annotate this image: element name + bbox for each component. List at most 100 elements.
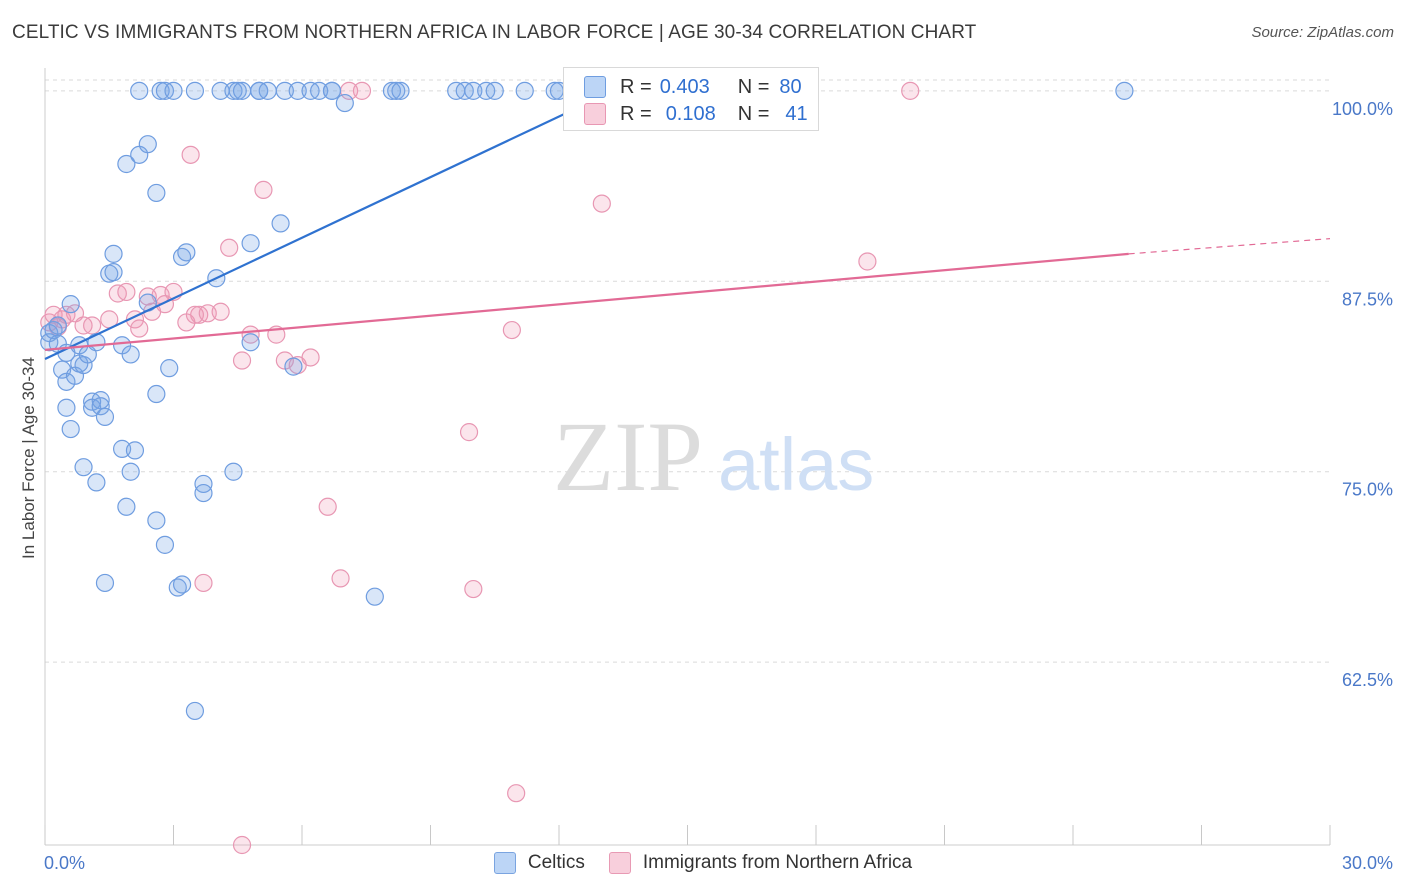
trend-line-immigrants	[44, 252, 1129, 351]
axes	[44, 68, 1331, 846]
point-immigrants	[232, 835, 252, 855]
point-immigrants	[83, 316, 102, 335]
point-immigrants	[502, 320, 521, 340]
point-immigrants	[331, 569, 350, 588]
point-immigrants	[211, 302, 230, 321]
y-tick-label: 62.5%	[1342, 670, 1393, 690]
point-celtics	[322, 81, 342, 100]
point-celtics	[387, 81, 406, 100]
point-celtics	[177, 243, 196, 262]
series-celtics-points	[40, 81, 1134, 721]
y-tick-label: 87.5%	[1342, 289, 1393, 309]
x-tick-label: 30.0%	[1342, 853, 1393, 873]
y-tick-label: 75.0%	[1342, 480, 1393, 500]
point-celtics	[91, 391, 110, 410]
point-immigrants	[592, 194, 611, 213]
trend-lines	[44, 73, 1331, 360]
point-celtics	[151, 81, 170, 100]
point-celtics	[194, 483, 213, 503]
legend-label-celtics: Celtics	[527, 852, 585, 873]
point-celtics	[284, 357, 303, 376]
point-celtics	[241, 333, 260, 352]
legend-label-immigrants: Immigrants from Northern Africa	[642, 852, 913, 873]
point-celtics	[87, 473, 106, 492]
point-celtics	[241, 234, 260, 253]
legend-item-immigrants[interactable]: Immigrants from Northern Africa	[608, 852, 913, 874]
point-immigrants	[194, 573, 213, 593]
point-celtics	[365, 587, 384, 606]
point-celtics	[228, 81, 247, 100]
point-immigrants	[459, 423, 479, 442]
point-celtics	[95, 407, 115, 426]
point-celtics	[104, 244, 123, 263]
point-celtics	[288, 81, 307, 100]
point-celtics	[117, 497, 136, 516]
legend-swatch-immigrants	[608, 852, 631, 874]
point-celtics	[91, 397, 110, 416]
point-celtics	[194, 474, 213, 494]
point-celtics	[121, 462, 140, 481]
stats-row-immigrants: R = 0.108 N = 41	[584, 100, 808, 128]
y-tick-label: 100.0%	[1332, 99, 1393, 119]
point-celtics	[1115, 81, 1134, 100]
watermark-zip: ZIP	[553, 401, 703, 512]
point-celtics	[160, 359, 179, 378]
chart-title: CELTIC VS IMMIGRANTS FROM NORTHERN AFRIC…	[12, 22, 977, 43]
point-celtics	[485, 81, 504, 100]
point-immigrants	[254, 180, 273, 199]
n-value-celtics: 80	[779, 75, 802, 98]
point-celtics	[57, 398, 76, 417]
point-immigrants	[858, 252, 877, 271]
legend-swatch-celtics	[493, 852, 516, 874]
point-immigrants	[318, 497, 337, 516]
point-immigrants	[507, 784, 526, 803]
point-celtics	[224, 462, 243, 481]
point-celtics	[147, 511, 166, 530]
r-value-immigrants: 0.108	[665, 102, 716, 125]
point-celtics	[147, 183, 166, 203]
tick-labels: 62.5% 75.0% 87.5% 100.0% 0.0% 30.0%	[44, 99, 1393, 873]
point-celtics	[155, 535, 175, 554]
point-celtics	[61, 419, 80, 439]
point-immigrants	[232, 351, 252, 370]
point-celtics	[121, 345, 140, 364]
point-celtics	[258, 81, 277, 100]
point-celtics	[164, 81, 183, 100]
point-celtics	[125, 441, 145, 460]
legend-item-celtics[interactable]: Celtics	[493, 852, 585, 874]
r-label: R =	[620, 75, 652, 98]
point-immigrants	[352, 81, 372, 100]
r-label: R =	[620, 102, 652, 125]
point-celtics	[275, 81, 294, 100]
point-celtics	[74, 355, 93, 375]
point-celtics	[74, 458, 93, 477]
point-celtics	[515, 81, 534, 100]
r-value-celtics: 0.403	[659, 75, 710, 98]
point-celtics	[185, 81, 205, 100]
point-immigrants	[181, 145, 200, 164]
point-immigrants	[130, 319, 149, 338]
stats-row-celtics: R = 0.403 N = 80	[584, 73, 802, 101]
point-celtics	[104, 263, 123, 282]
point-celtics	[271, 214, 290, 233]
point-immigrants	[117, 282, 136, 302]
point-immigrants	[464, 579, 483, 599]
point-celtics	[335, 93, 354, 113]
point-celtics	[117, 154, 136, 174]
trend-line-immigrants-extension	[1128, 238, 1331, 255]
stats-swatch-immigrants	[584, 103, 606, 125]
series-immigrants-points	[40, 81, 920, 855]
point-celtics	[172, 575, 192, 594]
point-celtics	[61, 295, 80, 314]
n-value-immigrants: 41	[785, 102, 808, 125]
point-immigrants	[220, 238, 239, 257]
stats-swatch-celtics	[584, 76, 606, 98]
point-celtics	[87, 333, 106, 352]
y-axis-label: In Labor Force | Age 30-34	[19, 357, 38, 559]
point-celtics	[464, 81, 483, 100]
point-celtics	[130, 81, 149, 100]
point-celtics	[185, 701, 205, 721]
x-tick-label: 0.0%	[44, 853, 85, 873]
point-celtics	[391, 81, 410, 100]
